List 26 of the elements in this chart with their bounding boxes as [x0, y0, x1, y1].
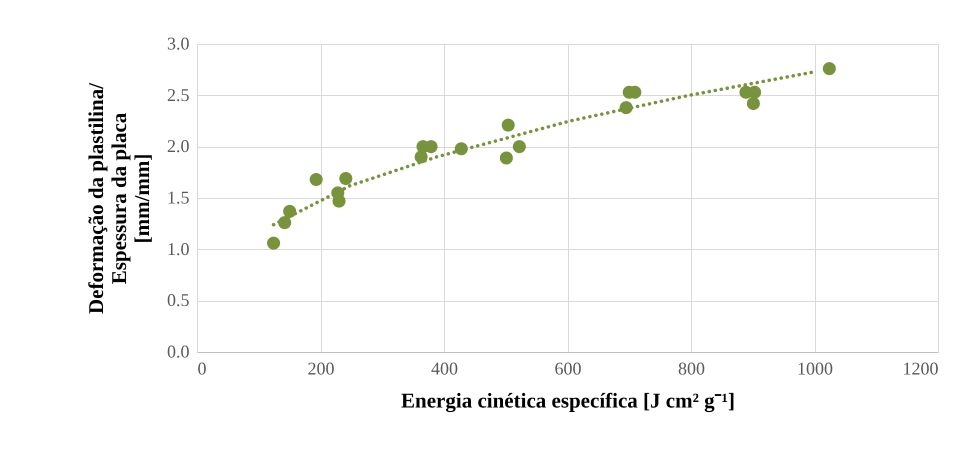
y-tick-label: 1.0: [167, 238, 190, 259]
y-tick-label: 0.0: [167, 342, 190, 362]
point: [267, 236, 280, 250]
y-axis-title: Deformação da plastilina/ Espessura da placa [mm/mm]: [84, 82, 154, 314]
y-tick-label: 1.5: [167, 188, 190, 208]
point: [512, 140, 526, 154]
x-axis-title: Energia cinética específica [J cm² g⁻¹]: [401, 388, 735, 412]
point: [822, 62, 836, 76]
x-tick-label: 200: [308, 358, 334, 378]
point: [502, 118, 515, 132]
x-tick-label: 0: [198, 358, 206, 378]
y-tick-label: 0.5: [167, 290, 190, 310]
point: [500, 151, 513, 164]
x-tick-label: 1000: [797, 358, 833, 378]
point: [310, 173, 323, 186]
x-tick-label: 800: [678, 358, 705, 378]
point: [748, 86, 762, 99]
y-tick-label: 3.0: [167, 34, 190, 54]
x-tick-label: 400: [431, 358, 458, 378]
x-tick-label: 600: [554, 358, 582, 378]
point: [746, 97, 760, 110]
point: [339, 172, 352, 185]
x-tick-label: 1200: [902, 358, 938, 378]
y-tick-label: 2.0: [167, 136, 190, 156]
y-tick-label: 2.5: [167, 84, 190, 105]
point: [332, 194, 346, 208]
